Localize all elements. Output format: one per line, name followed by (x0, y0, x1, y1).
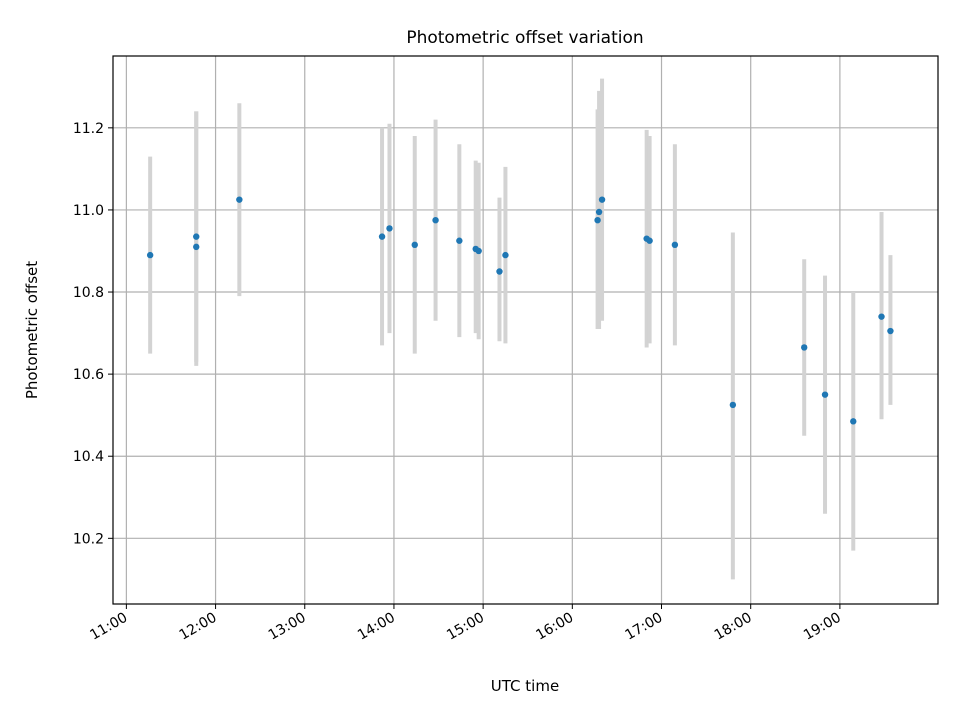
data-point (378, 233, 386, 240)
x-axis-label: UTC time (491, 677, 559, 695)
data-point (729, 401, 737, 409)
x-tick-label: 12:00 (177, 610, 220, 644)
x-axis: 11:00 12:00 13:00 14:00 15:00 16:00 17:00 18:00… (87, 604, 844, 644)
data-point (646, 237, 653, 244)
y-tick-label: 11.2 (73, 121, 104, 137)
x-tick-label: 15:00 (444, 610, 487, 644)
data-point (411, 241, 418, 249)
y-axis-label: Photometric offset (23, 261, 41, 399)
grid (113, 56, 938, 604)
data-point (594, 216, 601, 224)
error-bars (148, 78, 893, 580)
data-point (146, 251, 154, 259)
y-tick-label: 11.0 (73, 203, 104, 219)
y-tick-label: 10.6 (73, 367, 104, 383)
chart-title: Photometric offset variation (406, 28, 643, 48)
x-tick-label: 13:00 (266, 610, 309, 644)
data-point (821, 391, 829, 398)
data-point (386, 225, 393, 232)
x-tick-label: 11:00 (87, 610, 130, 644)
data-point (595, 208, 603, 216)
data-point (193, 233, 200, 240)
data-point (887, 327, 894, 335)
data-point (432, 216, 439, 224)
data-point (496, 268, 503, 275)
x-tick-label: 18:00 (712, 610, 755, 644)
y-tick-label: 10.4 (73, 449, 104, 465)
data-point (878, 313, 885, 320)
x-tick-label: 14:00 (355, 610, 398, 644)
x-tick-label: 16:00 (533, 610, 576, 644)
data-point (671, 241, 679, 249)
data-point (598, 196, 606, 203)
data-point (193, 243, 200, 251)
y-tick-label: 10.2 (73, 531, 104, 547)
data-point (801, 344, 808, 351)
x-tick-label: 19:00 (801, 610, 844, 644)
data-point (456, 237, 463, 244)
data-point (850, 418, 857, 425)
y-axis: 10.2 10.4 10.6 10.8 11.0 11.2 (73, 121, 113, 547)
y-tick-label: 10.8 (73, 285, 104, 301)
data-point (475, 247, 482, 255)
plot-frame (112, 55, 939, 605)
x-tick-label: 17:00 (623, 610, 666, 644)
data-points (146, 196, 894, 425)
data-point (502, 251, 509, 259)
data-point (236, 196, 243, 203)
